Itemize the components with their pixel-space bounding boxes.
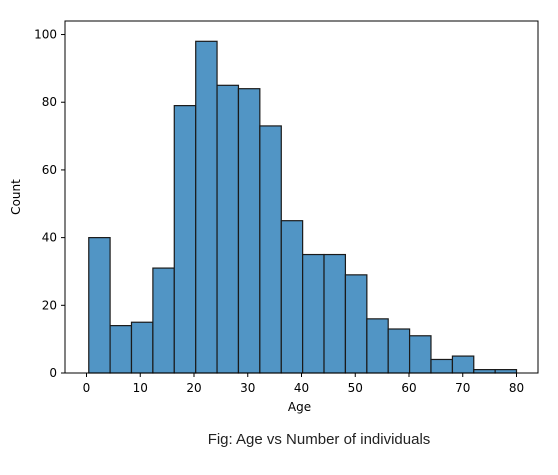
histogram-bar-12 <box>344 274 368 374</box>
histogram-bar-4 <box>173 105 197 374</box>
histogram-bar-14 <box>387 328 411 374</box>
x-axis-title: Age <box>288 400 311 414</box>
x-tick-label: 0 <box>83 381 91 395</box>
y-tick-label: 20 <box>42 298 57 312</box>
x-tick-label: 30 <box>240 381 255 395</box>
histogram-bar-9 <box>280 220 304 374</box>
histogram-bar-7 <box>237 88 261 374</box>
y-tick-label: 40 <box>42 231 57 245</box>
y-tick-label: 100 <box>34 28 57 42</box>
histogram-bar-18 <box>473 369 496 374</box>
x-tick-label: 10 <box>133 381 148 395</box>
y-axis-title: Count <box>9 179 23 215</box>
histogram-bar-5 <box>195 40 218 374</box>
histogram-bar-8 <box>259 125 282 374</box>
histogram-bar-2 <box>130 321 154 374</box>
histogram-bar-11 <box>323 253 347 374</box>
histogram-bar-17 <box>451 355 475 374</box>
histogram-bar-16 <box>430 358 454 374</box>
x-tick-label: 70 <box>455 381 470 395</box>
x-tick-label: 80 <box>509 381 524 395</box>
histogram-bar-3 <box>152 267 175 374</box>
x-tick-label: 40 <box>294 381 309 395</box>
histogram-bar-19 <box>494 369 518 374</box>
x-axis-ticks: 0 10 20 30 40 50 60 70 80 <box>83 373 524 395</box>
y-tick-label: 60 <box>42 163 57 177</box>
y-axis-ticks: 0 20 40 60 80 100 <box>34 28 65 380</box>
histogram-bar-13 <box>366 318 389 374</box>
x-tick-label: 50 <box>348 381 363 395</box>
y-tick-label: 80 <box>42 95 57 109</box>
y-tick-label: 0 <box>49 366 57 380</box>
figure-caption: Fig: Age vs Number of individuals <box>207 431 431 448</box>
histogram-bar-6 <box>216 84 240 374</box>
histogram-bar-10 <box>302 253 325 374</box>
histogram-bar-0 <box>88 237 111 374</box>
x-tick-label: 60 <box>401 381 416 395</box>
x-tick-label: 20 <box>186 381 201 395</box>
histogram-bar-1 <box>109 325 133 374</box>
histogram-bars <box>88 40 518 374</box>
histogram-bar-15 <box>408 335 432 374</box>
